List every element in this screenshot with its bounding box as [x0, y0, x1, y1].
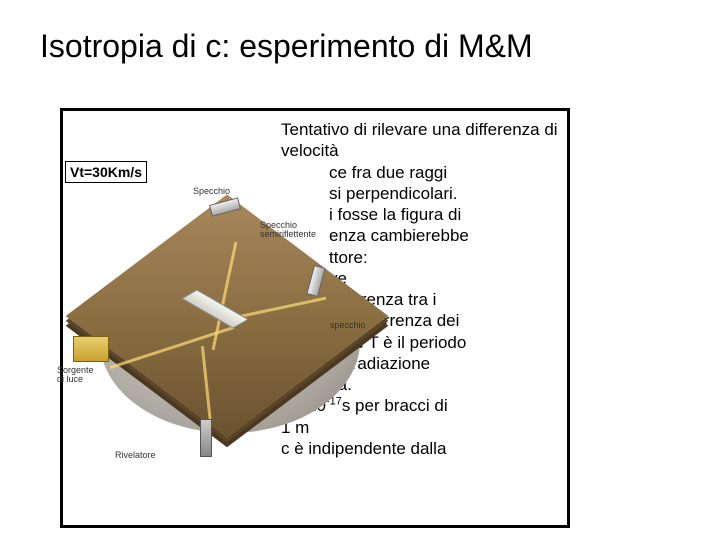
diagram-label: Specchio: [193, 187, 230, 196]
content-frame: Tentativo di rilevare una differenza di …: [60, 108, 570, 528]
interferometer-diagram: Specchio Specchio semiriflettente Sorgen…: [55, 151, 385, 481]
bottom-cutoff: [63, 517, 567, 525]
light-source-icon: [73, 336, 109, 362]
page-title: Isotropia di c: esperimento di M&M: [40, 28, 700, 65]
diagram-label: Rivelatore: [115, 451, 156, 460]
diagram-label: Sorgente di luce: [57, 366, 94, 384]
diagram-label: Specchio semiriflettente: [260, 221, 316, 239]
detector-icon: [200, 419, 212, 457]
diagram-label: specchio: [330, 321, 366, 330]
velocity-label: Vt=30Km/s: [65, 161, 147, 183]
